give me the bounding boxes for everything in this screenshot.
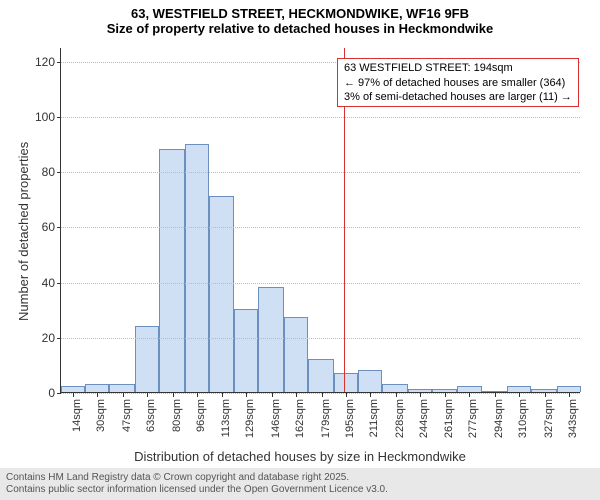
- xtick-mark: [97, 393, 98, 397]
- xtick-mark: [370, 393, 371, 397]
- xtick-label: 80sqm: [171, 399, 183, 432]
- ytick-label: 100: [35, 110, 61, 124]
- xtick-mark: [445, 393, 446, 397]
- xtick-mark: [73, 393, 74, 397]
- xtick-mark: [469, 393, 470, 397]
- histogram-bar: [284, 317, 308, 392]
- histogram-bar: [557, 386, 581, 392]
- xtick-label: 327sqm: [543, 399, 555, 438]
- xtick-label: 343sqm: [567, 399, 579, 438]
- marker-callout-line: ← 97% of detached houses are smaller (36…: [344, 76, 572, 90]
- xtick-mark: [222, 393, 223, 397]
- xtick-label: 96sqm: [195, 399, 207, 432]
- gridline-h: [61, 338, 580, 339]
- attribution-block: Contains HM Land Registry data © Crown c…: [0, 468, 600, 500]
- histogram-bar: [382, 384, 408, 392]
- histogram-bar: [159, 149, 185, 392]
- xtick-mark: [246, 393, 247, 397]
- ytick-label: 40: [42, 276, 61, 290]
- x-axis-label: Distribution of detached houses by size …: [0, 449, 600, 464]
- xtick-mark: [173, 393, 174, 397]
- histogram-bar: [358, 370, 382, 392]
- xtick-mark: [495, 393, 496, 397]
- gridline-h: [61, 227, 580, 228]
- histogram-bar: [432, 389, 458, 392]
- histogram-bar: [109, 384, 135, 392]
- histogram-bar: [531, 389, 557, 392]
- ytick-label: 0: [48, 386, 61, 400]
- xtick-label: 310sqm: [517, 399, 529, 438]
- histogram-bar: [308, 359, 334, 392]
- chart-container: 63, WESTFIELD STREET, HECKMONDWIKE, WF16…: [0, 0, 600, 500]
- xtick-label: 277sqm: [467, 399, 479, 438]
- xtick-mark: [322, 393, 323, 397]
- title-block: 63, WESTFIELD STREET, HECKMONDWIKE, WF16…: [0, 0, 600, 36]
- histogram-bar: [61, 386, 85, 392]
- histogram-bar: [408, 389, 432, 392]
- xtick-mark: [545, 393, 546, 397]
- marker-callout-line: 63 WESTFIELD STREET: 194sqm: [344, 61, 572, 75]
- ytick-label: 20: [42, 331, 61, 345]
- histogram-bar: [457, 386, 481, 392]
- xtick-label: 47sqm: [121, 399, 133, 432]
- xtick-label: 261sqm: [443, 399, 455, 438]
- histogram-bar: [507, 386, 531, 392]
- xtick-label: 146sqm: [270, 399, 282, 438]
- xtick-label: 129sqm: [244, 399, 256, 438]
- xtick-label: 294sqm: [493, 399, 505, 438]
- histogram-bar: [334, 373, 358, 392]
- xtick-label: 179sqm: [320, 399, 332, 438]
- plot-area: 02040608010012014sqm30sqm47sqm63sqm80sqm…: [60, 48, 580, 393]
- xtick-mark: [147, 393, 148, 397]
- histogram-bar: [258, 287, 284, 392]
- histogram-bar: [482, 391, 508, 392]
- xtick-mark: [420, 393, 421, 397]
- xtick-label: 113sqm: [220, 399, 232, 437]
- gridline-h: [61, 117, 580, 118]
- xtick-mark: [272, 393, 273, 397]
- xtick-label: 162sqm: [294, 399, 306, 438]
- xtick-mark: [569, 393, 570, 397]
- xtick-label: 30sqm: [95, 399, 107, 432]
- xtick-label: 195sqm: [344, 399, 356, 438]
- xtick-label: 228sqm: [394, 399, 406, 438]
- xtick-mark: [519, 393, 520, 397]
- histogram-bar: [209, 196, 235, 392]
- gridline-h: [61, 172, 580, 173]
- gridline-h: [61, 393, 580, 394]
- xtick-mark: [346, 393, 347, 397]
- ytick-label: 120: [35, 55, 61, 69]
- title-line2: Size of property relative to detached ho…: [0, 21, 600, 36]
- xtick-label: 211sqm: [368, 399, 380, 437]
- xtick-mark: [123, 393, 124, 397]
- xtick-mark: [197, 393, 198, 397]
- attribution-line2: Contains public sector information licen…: [6, 484, 594, 496]
- ytick-label: 80: [42, 165, 61, 179]
- xtick-label: 63sqm: [145, 399, 157, 432]
- xtick-mark: [396, 393, 397, 397]
- histogram-bar: [135, 326, 159, 392]
- histogram-bar: [234, 309, 258, 392]
- title-line1: 63, WESTFIELD STREET, HECKMONDWIKE, WF16…: [0, 6, 600, 21]
- xtick-label: 14sqm: [71, 399, 83, 432]
- xtick-label: 244sqm: [418, 399, 430, 438]
- gridline-h: [61, 283, 580, 284]
- xtick-mark: [296, 393, 297, 397]
- y-axis-label: Number of detached properties: [16, 141, 31, 320]
- marker-callout-line: 3% of semi-detached houses are larger (1…: [344, 90, 572, 104]
- marker-callout: 63 WESTFIELD STREET: 194sqm← 97% of deta…: [337, 58, 579, 107]
- ytick-label: 60: [42, 220, 61, 234]
- attribution-line1: Contains HM Land Registry data © Crown c…: [6, 472, 594, 484]
- histogram-bar: [85, 384, 109, 392]
- histogram-bar: [185, 144, 209, 392]
